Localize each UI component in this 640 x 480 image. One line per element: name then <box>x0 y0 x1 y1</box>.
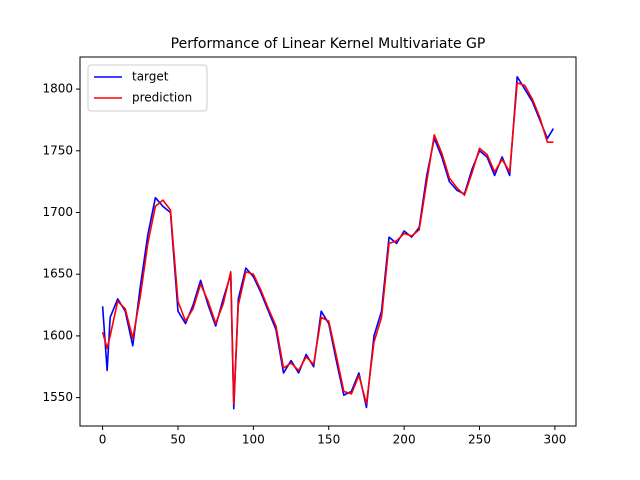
legend-label: target <box>132 70 169 84</box>
y-tick-label: 1550 <box>42 390 73 404</box>
y-tick-label: 1800 <box>42 82 73 96</box>
y-tick-label: 1700 <box>42 205 73 219</box>
legend-label: prediction <box>132 91 192 105</box>
series-line <box>101 82 554 405</box>
y-tick-label: 1600 <box>42 328 73 342</box>
y-tick-label: 1750 <box>42 143 73 157</box>
plot-frame <box>79 56 577 427</box>
x-tick-label: 150 <box>317 433 340 447</box>
x-tick-label: 100 <box>242 433 265 447</box>
x-tick-label: 0 <box>99 433 107 447</box>
chart-title: Performance of Linear Kernel Multivariat… <box>171 36 486 52</box>
x-tick-label: 300 <box>543 433 566 447</box>
x-tick-label: 250 <box>468 433 491 447</box>
x-tick-label: 50 <box>170 433 185 447</box>
y-tick-label: 1650 <box>42 267 73 281</box>
x-tick-label: 200 <box>393 433 416 447</box>
